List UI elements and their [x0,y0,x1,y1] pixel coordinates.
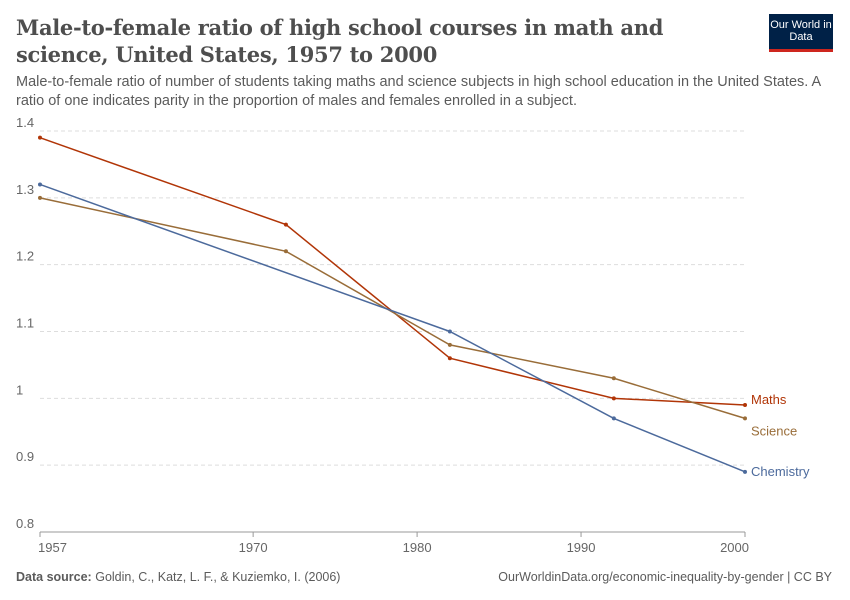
data-point-maths [611,396,616,401]
x-tick-label: 1957 [38,540,67,555]
data-point-science [283,249,288,254]
series-label-science: Science [751,423,797,438]
data-point-chemistry [38,182,42,187]
data-point-science [38,195,42,200]
source-text: Goldin, C., Katz, L. F., & Kuziemko, I. … [95,570,341,584]
data-point-maths [743,403,747,408]
y-tick-label: 1 [16,382,23,397]
data-point-science [743,416,747,421]
series-label-chemistry: Chemistry [751,464,810,479]
owid-logo[interactable]: Our World in Data [769,14,833,52]
source-url[interactable]: OurWorldinData.org/economic-inequality-b… [498,570,832,584]
y-tick-label: 1.3 [16,182,34,197]
data-point-maths [447,356,452,361]
y-tick-label: 1.2 [16,249,34,264]
y-tick-label: 1.1 [16,316,34,331]
y-tick-label: 1.4 [16,115,34,130]
data-point-maths [38,135,42,140]
series-label-maths: Maths [751,392,787,407]
x-tick-label: 1970 [239,540,268,555]
y-tick-label: 0.8 [16,516,34,531]
series-line-science [39,197,746,420]
data-source: Data source: Goldin, C., Katz, L. F., & … [16,570,340,584]
chart-subtitle: Male-to-female ratio of number of studen… [16,74,821,109]
series-line-chemistry [39,183,746,473]
data-point-science [611,376,616,381]
data-point-maths [283,222,288,227]
x-tick-label: 1990 [567,540,596,555]
x-tick-label: 1980 [403,540,432,555]
data-point-science [447,342,452,347]
data-point-chemistry [743,469,747,474]
data-point-chemistry [447,329,452,334]
data-point-chemistry [611,416,616,421]
y-tick-label: 0.9 [16,449,34,464]
chart-title: Male-to-female ratio of high school cour… [16,15,664,67]
source-label: Data source: [16,570,92,584]
series-line-maths [39,136,746,406]
x-tick-label: 2000 [720,540,749,555]
